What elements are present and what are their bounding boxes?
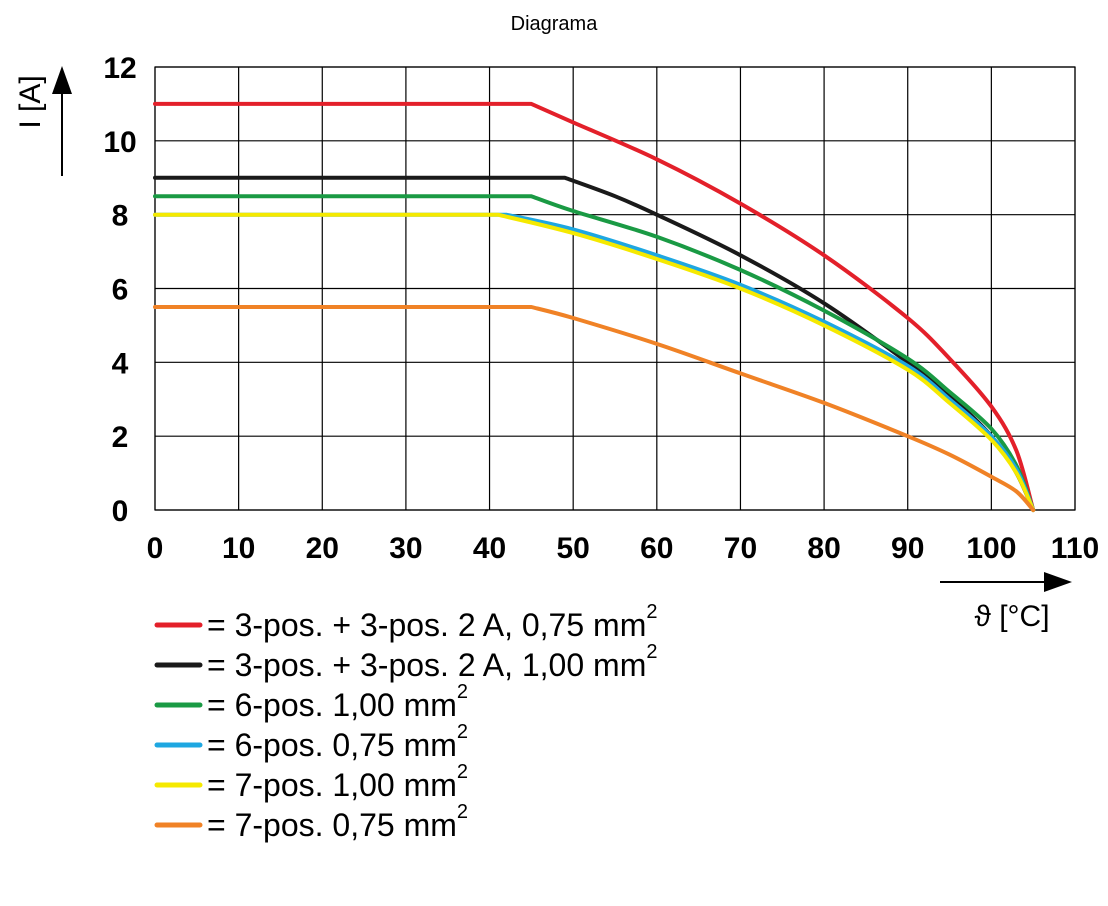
x-axis-label-group: ϑ [°C]: [940, 572, 1072, 633]
legend-label: = 3-pos. + 3-pos. 2 A, 1,00 mm2: [207, 641, 657, 683]
legend-superscript: 2: [457, 681, 468, 703]
x-tick-label: 10: [222, 532, 255, 565]
y-tick-labels: 0 2 4 6 8 10 12: [103, 52, 136, 528]
x-tick-label: 100: [966, 532, 1016, 565]
y-tick-label: 4: [112, 347, 129, 380]
x-tick-labels: 0 10 20 30 40 50 60 70 80 90 100 110: [147, 532, 1100, 565]
x-tick-label: 0: [147, 532, 164, 565]
legend-item: = 3-pos. + 3-pos. 2 A, 1,00 mm2: [154, 641, 657, 683]
x-tick-label: 50: [556, 532, 589, 565]
x-tick-label: 40: [473, 532, 506, 565]
legend-label: = 6-pos. 0,75 mm2: [207, 721, 468, 763]
y-axis-label-group: I [A]: [14, 66, 72, 176]
legend: = 3-pos. + 3-pos. 2 A, 0,75 mm2= 3-pos. …: [154, 601, 657, 843]
legend-item: = 7-pos. 0,75 mm2: [154, 801, 468, 843]
y-tick-label: 12: [103, 52, 136, 85]
y-tick-label: 6: [112, 274, 129, 307]
legend-item: = 7-pos. 1,00 mm2: [154, 761, 468, 803]
x-axis-label: ϑ [°C]: [974, 600, 1049, 633]
y-tick-label: 0: [112, 495, 129, 528]
legend-label: = 7-pos. 1,00 mm2: [207, 761, 468, 803]
x-tick-label: 80: [807, 532, 840, 565]
legend-item: = 3-pos. + 3-pos. 2 A, 0,75 mm2: [154, 601, 657, 643]
series-line-5: [153, 212, 1036, 512]
x-tick-label: 70: [724, 532, 757, 565]
legend-superscript: 2: [646, 601, 657, 623]
x-tick-label: 30: [389, 532, 422, 565]
y-tick-label: 8: [112, 200, 129, 233]
series-line-1: [153, 101, 1036, 512]
legend-label: = 6-pos. 1,00 mm2: [207, 681, 468, 723]
y-tick-label: 10: [103, 126, 136, 159]
x-tick-label: 90: [891, 532, 924, 565]
chart-grid: [154, 66, 1076, 511]
x-axis-arrow-head: [1044, 572, 1072, 592]
chart-title: Diagrama: [511, 13, 599, 35]
x-tick-label: 60: [640, 532, 673, 565]
legend-superscript: 2: [457, 761, 468, 783]
y-tick-label: 2: [112, 421, 129, 454]
legend-item: = 6-pos. 1,00 mm2: [154, 681, 468, 723]
y-axis-label: I [A]: [14, 75, 47, 128]
x-tick-label: 20: [306, 532, 339, 565]
x-tick-label: 110: [1051, 532, 1099, 565]
legend-superscript: 2: [457, 721, 468, 743]
series-line-4: [153, 212, 1036, 512]
series-line-6: [153, 305, 1036, 512]
legend-item: = 6-pos. 0,75 mm2: [154, 721, 468, 763]
legend-superscript: 2: [457, 801, 468, 823]
series-line-2: [153, 175, 1036, 512]
y-axis-arrow-head: [52, 66, 72, 94]
series-line-3: [153, 194, 1036, 512]
legend-label: = 7-pos. 0,75 mm2: [207, 801, 468, 843]
legend-label: = 3-pos. + 3-pos. 2 A, 0,75 mm2: [207, 601, 657, 643]
legend-superscript: 2: [646, 641, 657, 663]
chart-series: [153, 101, 1036, 512]
